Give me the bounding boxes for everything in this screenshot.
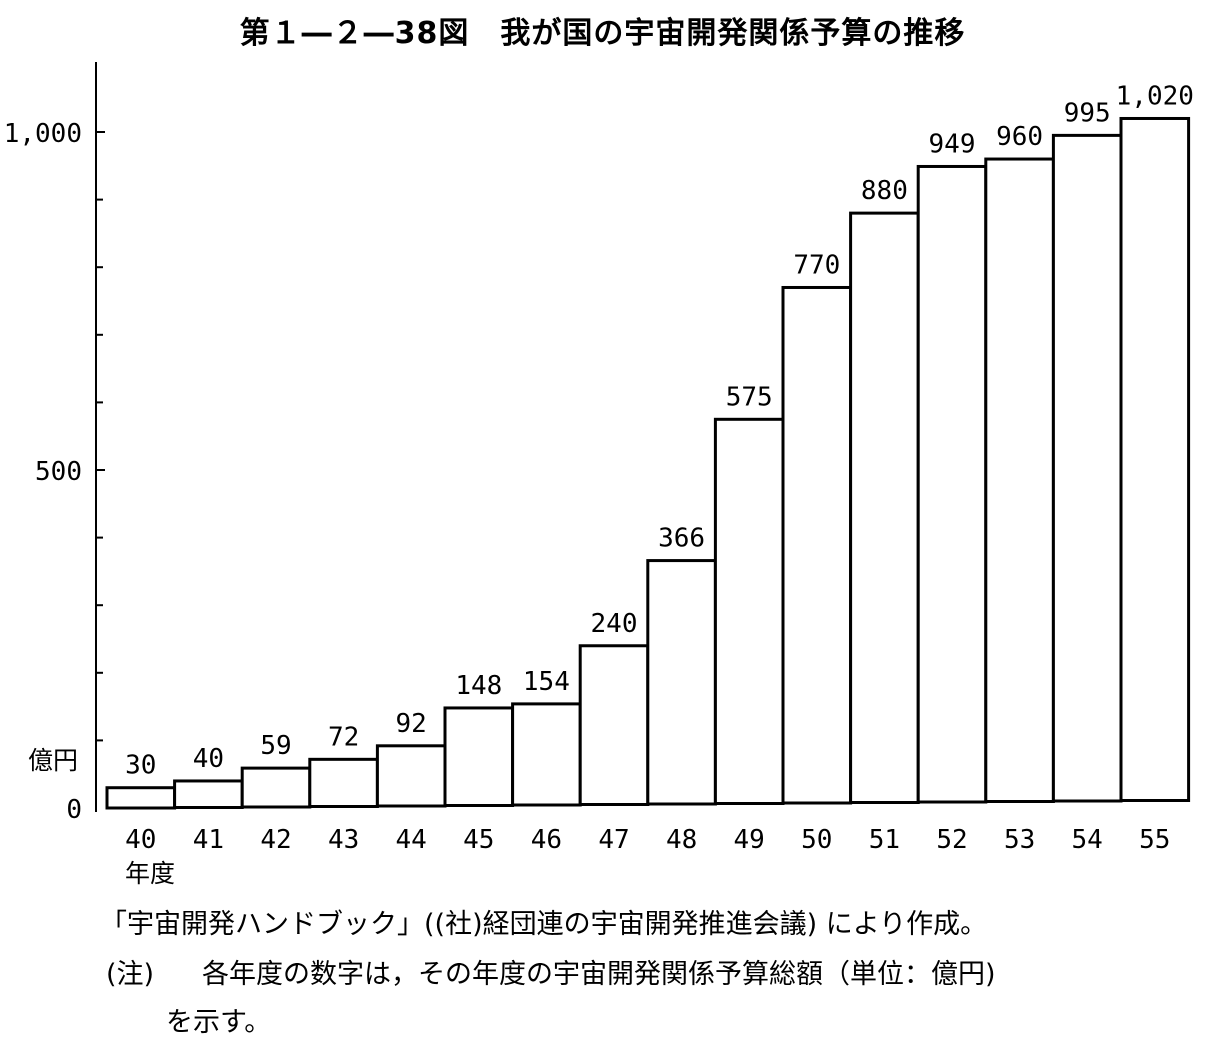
bar-series	[105, 116, 1191, 810]
y-axis-tick-labels: 0 500 1,000 億円	[4, 119, 82, 825]
note-prefix: (注)	[106, 959, 155, 990]
x-tick-label: 52	[936, 825, 967, 855]
bar-value-label: 770	[793, 250, 840, 280]
bar-value-label: 1,020	[1116, 81, 1194, 111]
data-labels: 30 40 59 72 92 148 154 240 366 575 770 880 949 960 995…	[125, 81, 1194, 780]
x-tick-label: 44	[396, 825, 427, 855]
bar-value-label: 148	[455, 671, 502, 701]
x-tick-label: 43	[328, 825, 359, 855]
y-tick-label: 1,000	[4, 119, 82, 149]
bar	[1119, 116, 1191, 803]
bar-value-label: 575	[726, 382, 773, 412]
bar	[646, 559, 717, 806]
x-tick-label: 42	[260, 825, 291, 855]
bar	[105, 786, 177, 810]
x-tick-label: 50	[801, 825, 832, 855]
bar	[173, 779, 244, 810]
bar-value-label: 949	[929, 129, 976, 159]
bar-chart: 30 40 59 72 92 148 154 240 366 575 770 880 949 960 995…	[4, 62, 1194, 888]
bar	[511, 702, 582, 807]
x-tick-label: 55	[1139, 825, 1170, 855]
x-tick-label: 41	[193, 825, 224, 855]
bar	[781, 285, 853, 805]
bar	[308, 757, 379, 809]
bar-value-label: 880	[861, 176, 908, 206]
y-tick-label: 500	[35, 457, 82, 487]
bar	[240, 766, 312, 809]
x-tick-label: 54	[1072, 825, 1103, 855]
note-text-continued: を示す。	[166, 1007, 272, 1038]
x-tick-label: 53	[1004, 825, 1035, 855]
x-tick-label: 48	[666, 825, 697, 855]
bar	[1051, 133, 1123, 803]
x-tick-label: 47	[598, 825, 629, 855]
bar	[713, 417, 785, 805]
bar-value-label: 40	[193, 744, 224, 774]
y-tick-label: 0	[66, 795, 82, 825]
bar	[849, 211, 920, 804]
bar	[578, 644, 650, 807]
x-tick-label: 46	[531, 825, 562, 855]
chart-title: 第１―２―38図 我が国の宇宙開発関係予算の推移	[239, 16, 966, 51]
bar-value-label: 154	[523, 667, 570, 697]
chart-axes	[95, 62, 105, 812]
x-tick-label: 49	[734, 825, 765, 855]
x-tick-label: 45	[463, 825, 494, 855]
bar	[375, 744, 447, 808]
bar	[984, 157, 1055, 804]
bar-value-label: 366	[658, 524, 705, 554]
bar-value-label: 92	[396, 709, 427, 739]
x-axis-tick-labels: 40 41 42 43 44 45 46 47 48 49 50 51 52 53 54 55 年度	[125, 825, 1170, 888]
note-text: 各年度の数字は，その年度の宇宙開発関係予算総額（単位：億円)	[202, 959, 996, 990]
bar-value-label: 72	[328, 722, 359, 752]
bar-value-label: 30	[125, 751, 156, 781]
y-axis-unit: 億円	[28, 746, 78, 775]
source-note: 「宇宙開発ハンドブック」((社)経団連の宇宙開発推進会議) により作成。	[100, 909, 988, 940]
bar-value-label: 995	[1064, 98, 1111, 128]
bar	[916, 164, 988, 804]
bar-value-label: 59	[260, 731, 291, 761]
x-tick-label: 40	[125, 825, 156, 855]
x-axis-unit: 年度	[125, 859, 175, 888]
x-tick-label: 51	[869, 825, 900, 855]
bar-value-label: 240	[591, 609, 638, 639]
bar-value-label: 960	[996, 122, 1043, 152]
bar	[443, 706, 515, 808]
